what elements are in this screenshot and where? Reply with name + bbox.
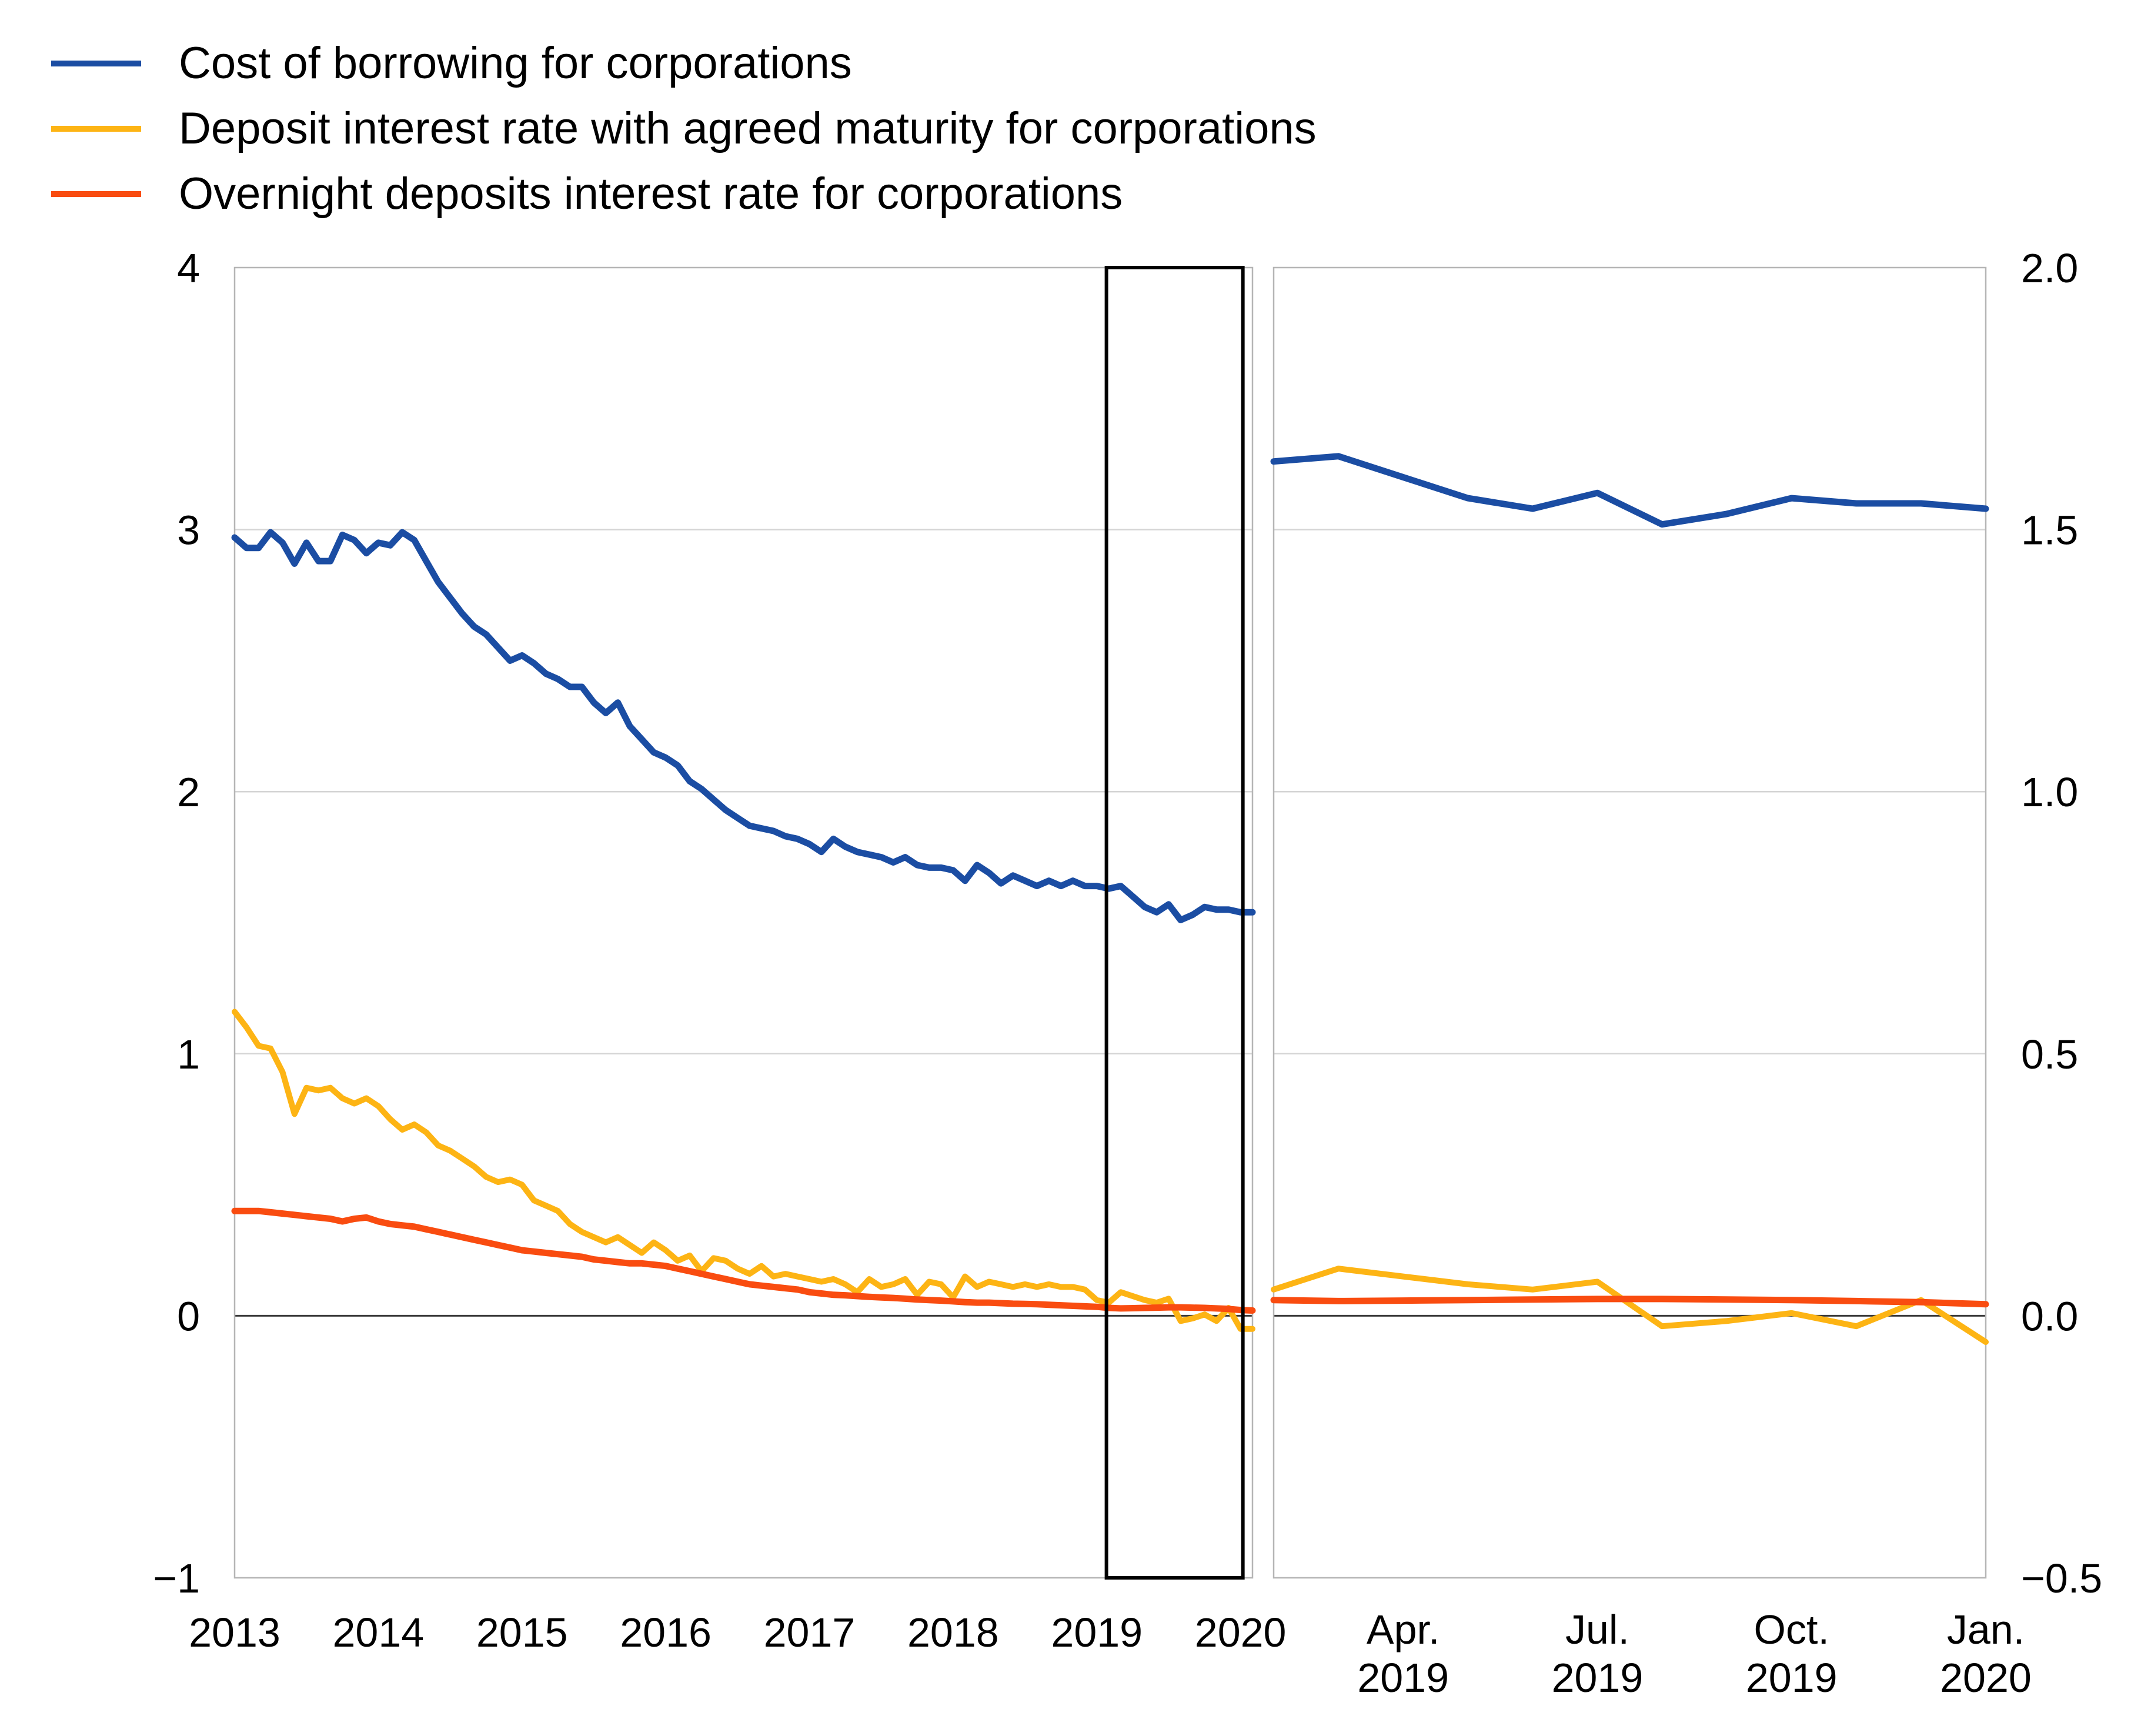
y-axis-tick-label: 1.0 xyxy=(2021,769,2078,815)
series-line-overnight-deposits xyxy=(1270,1296,1989,1308)
y-axis-tick-label: 1 xyxy=(177,1031,200,1077)
legend-label: Cost of borrowing for corporations xyxy=(179,38,852,88)
legend-item-deposit-agreed-maturity: Deposit interest rate with agreed maturi… xyxy=(51,96,1317,161)
legend: Cost of borrowing for corporations Depos… xyxy=(51,31,1317,226)
x-axis-tick-label: 2020 xyxy=(1195,1610,1287,1655)
x-axis-tick-label: 2015 xyxy=(476,1610,568,1655)
y-axis-tick-label: 2 xyxy=(177,769,200,815)
series-line-deposit-agreed-maturity xyxy=(232,1009,1255,1332)
plot-frame xyxy=(233,266,1254,1579)
legend-item-cost-of-borrowing: Cost of borrowing for corporations xyxy=(51,31,1317,96)
legend-line-swatch-red xyxy=(51,191,141,197)
y-axis-tick-label: 0.0 xyxy=(2021,1293,2078,1339)
series-line-overnight-deposits xyxy=(231,1207,1256,1314)
y-axis-tick-label: 2.0 xyxy=(2021,245,2078,291)
legend-line-swatch-blue xyxy=(51,60,141,66)
x-axis-tick-label: 2020 xyxy=(1940,1655,2032,1701)
x-axis-tick-label: 2019 xyxy=(1552,1655,1644,1701)
x-axis-tick-label: Jul. xyxy=(1565,1607,1629,1652)
x-axis-tick-label: 2019 xyxy=(1051,1610,1143,1655)
y-axis-tick-label: 0 xyxy=(177,1293,200,1339)
x-axis-tick-label: 2017 xyxy=(764,1610,856,1655)
x-axis-tick-label: 2014 xyxy=(333,1610,425,1655)
right-panel: 2.01.51.00.50.0−0.5Apr.2019Jul.2019Oct.2… xyxy=(1270,245,2102,1701)
y-axis-tick-label: −1 xyxy=(153,1555,200,1601)
highlight-zoom-box xyxy=(1104,266,1245,1580)
plot-frame xyxy=(1272,266,1987,1579)
y-axis-tick-label: 0.5 xyxy=(2021,1031,2078,1077)
x-axis-tick-label: 2019 xyxy=(1357,1655,1449,1701)
legend-label: Deposit interest rate with agreed maturi… xyxy=(179,104,1317,153)
x-axis-tick-label: 2013 xyxy=(189,1610,280,1655)
x-axis-tick-label: 2016 xyxy=(620,1610,712,1655)
left-panel: 4 3 2 1 0 −1 2013 2014 2015 2016 2017 2018 2019 2020 xyxy=(153,245,1286,1655)
x-axis-tick-label: Oct. xyxy=(1754,1607,1829,1652)
series-line-cost-of-borrowing xyxy=(1270,453,1989,528)
y-axis-tick-label: 1.5 xyxy=(2021,508,2078,553)
y-axis-tick-label: 4 xyxy=(177,245,200,291)
x-axis-tick-label: Jan. xyxy=(1947,1607,2025,1652)
x-axis-tick-label: 2019 xyxy=(1746,1655,1838,1701)
y-axis-tick-label: −0.5 xyxy=(2021,1555,2102,1601)
series-line-cost-of-borrowing xyxy=(231,529,1256,923)
x-axis-tick-label: Apr. xyxy=(1367,1607,1440,1652)
legend-line-swatch-yellow xyxy=(51,125,141,132)
legend-label: Overnight deposits interest rate for cor… xyxy=(179,169,1123,219)
legend-item-overnight-deposits: Overnight deposits interest rate for cor… xyxy=(51,161,1317,226)
series-line-deposit-agreed-maturity xyxy=(1271,1266,1989,1345)
y-axis-tick-label: 3 xyxy=(177,508,200,553)
x-axis-tick-label: 2018 xyxy=(907,1610,999,1655)
